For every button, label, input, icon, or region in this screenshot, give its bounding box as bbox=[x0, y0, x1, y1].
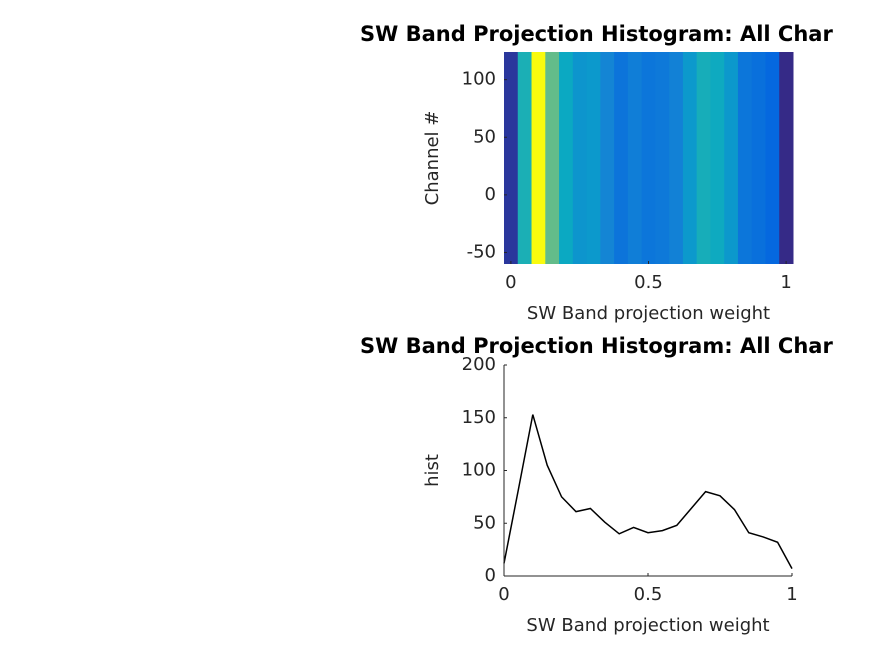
x-tick-label: 1 bbox=[786, 584, 797, 605]
x-tick-label: 0.5 bbox=[634, 272, 663, 293]
heatmap-cell bbox=[655, 52, 670, 264]
x-tick-label: 0.5 bbox=[634, 584, 663, 605]
heatmap-cell bbox=[586, 52, 601, 264]
x-tick-label: 1 bbox=[780, 272, 791, 293]
line-series bbox=[503, 414, 793, 569]
y-axis-label: hist bbox=[422, 454, 443, 487]
heatmap-cell bbox=[751, 52, 766, 264]
y-tick-label: 150 bbox=[462, 407, 496, 428]
y-tick-label: -50 bbox=[467, 241, 496, 262]
y-tick-label: 200 bbox=[462, 354, 496, 375]
heatmap-cell bbox=[600, 52, 615, 264]
y-tick-label: 100 bbox=[462, 460, 496, 481]
heatmap-cell bbox=[696, 52, 711, 264]
heatmap-cell bbox=[737, 52, 753, 264]
heatmap-cell bbox=[779, 52, 794, 264]
heatmap-cell bbox=[724, 52, 739, 264]
heatmap-cell bbox=[517, 52, 533, 264]
y-tick-label: 50 bbox=[473, 512, 496, 533]
heatmap-cell bbox=[559, 52, 574, 264]
heatmap-cell bbox=[710, 52, 725, 264]
heatmap-cell bbox=[641, 52, 656, 264]
x-tick-label: 0 bbox=[498, 584, 509, 605]
chart-title: SW Band Projection Histogram: All Char bbox=[360, 22, 833, 46]
y-tick-label: 0 bbox=[485, 565, 496, 586]
chart-title: SW Band Projection Histogram: All Char bbox=[360, 334, 833, 358]
heatmap-cell bbox=[531, 52, 546, 264]
heatmap-cell bbox=[504, 52, 519, 264]
heatmap-cell bbox=[669, 52, 684, 264]
heatmap-cell bbox=[682, 52, 698, 264]
y-axis-label: Channel # bbox=[422, 111, 443, 206]
x-tick-label: 0 bbox=[505, 272, 516, 293]
heatmap-cell bbox=[627, 52, 643, 264]
x-axis-label: SW Band projection weight bbox=[527, 303, 770, 324]
y-tick-label: 50 bbox=[473, 126, 496, 147]
heatmap-cell bbox=[572, 52, 588, 264]
heatmap-cell bbox=[765, 52, 780, 264]
heatmap-cell bbox=[614, 52, 629, 264]
heatmap-cell bbox=[545, 52, 560, 264]
x-axis-label: SW Band projection weight bbox=[526, 615, 769, 636]
y-tick-label: 100 bbox=[462, 69, 496, 90]
y-tick-label: 0 bbox=[485, 184, 496, 205]
